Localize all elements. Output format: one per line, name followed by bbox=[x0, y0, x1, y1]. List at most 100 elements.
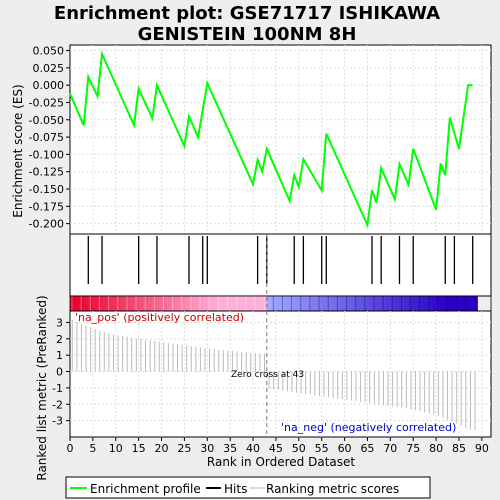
color-bar-segment bbox=[216, 296, 222, 311]
color-bar-segment bbox=[436, 296, 442, 311]
color-bar-stripe bbox=[217, 296, 219, 311]
x-tick-label: 65 bbox=[360, 442, 374, 455]
rank-y-tick-label: 1 bbox=[56, 349, 63, 362]
rank-panel bbox=[69, 310, 492, 438]
color-bar-segment bbox=[207, 296, 213, 311]
color-bar-segment bbox=[394, 296, 401, 311]
color-bar-segment bbox=[303, 296, 309, 311]
es-y-tick-label: 0.000 bbox=[33, 79, 65, 92]
legend-box bbox=[65, 476, 431, 499]
x-axis: 0 5 10 15 20 25 30 35 40 45 50 55 60 65 70 75 80 85 90 bbox=[67, 437, 489, 455]
color-bar-stripe bbox=[391, 296, 393, 311]
color-bar-stripe bbox=[474, 296, 476, 311]
color-bar-stripe bbox=[263, 296, 265, 311]
es-y-tick-label: -0.150 bbox=[29, 183, 64, 196]
color-bar-segment bbox=[298, 296, 304, 311]
color-bar-segment bbox=[234, 296, 240, 311]
x-tick-label: 35 bbox=[223, 442, 237, 455]
hits-panel bbox=[69, 233, 492, 297]
color-bar-segment bbox=[115, 296, 121, 311]
color-bar-stripe bbox=[89, 296, 91, 311]
color-bar-segment bbox=[102, 296, 108, 311]
color-bar-stripe bbox=[400, 296, 402, 311]
es-y-tick-label: -0.025 bbox=[29, 96, 64, 109]
color-bar-segment bbox=[285, 296, 291, 311]
rank-gridlines bbox=[70, 311, 491, 437]
color-bar-segment bbox=[358, 296, 364, 311]
color-bar-segment bbox=[463, 296, 469, 311]
color-bar-segment bbox=[294, 296, 300, 311]
color-bar-segment bbox=[312, 296, 318, 311]
color-bar-stripe bbox=[446, 296, 448, 311]
color-bar-segment bbox=[170, 296, 176, 311]
color-bar-stripe bbox=[272, 296, 274, 311]
color-bar-segment bbox=[426, 296, 433, 311]
color-bar-stripe bbox=[144, 296, 146, 311]
color-bar-segment bbox=[330, 296, 337, 311]
color-bar-segment bbox=[257, 296, 263, 311]
color-bar-segment bbox=[385, 296, 391, 311]
color-bar-stripe bbox=[428, 296, 430, 311]
color-bar-segment bbox=[111, 296, 117, 311]
color-bar-stripe bbox=[172, 296, 174, 311]
color-bar-segment bbox=[468, 296, 474, 311]
color-bar-segment bbox=[239, 296, 245, 311]
color-bar-segment bbox=[88, 296, 94, 311]
color-bar-stripe bbox=[80, 296, 82, 311]
color-bar-segment bbox=[124, 296, 131, 311]
color-bar-segment bbox=[431, 296, 437, 311]
rank-y-tick-label: -2 bbox=[52, 398, 63, 411]
es-y-tick-label: -0.075 bbox=[29, 131, 64, 144]
color-bar-segment bbox=[262, 296, 268, 311]
es-y-axis-label: Enrichment score (ES) bbox=[11, 84, 25, 217]
color-bar-segment bbox=[83, 296, 89, 311]
color-bar-stripe bbox=[117, 296, 119, 311]
x-tick-label: 85 bbox=[452, 442, 466, 455]
ranking-metric-bars bbox=[71, 320, 476, 431]
color-bar-segment bbox=[417, 296, 423, 311]
color-bar-segment bbox=[408, 296, 414, 311]
es-y-tick-label: -0.200 bbox=[29, 218, 64, 231]
negative-correlation-label: 'na_neg' (negatively correlated) bbox=[281, 421, 456, 434]
x-tick-label: 60 bbox=[338, 442, 352, 455]
color-bar-segment bbox=[188, 296, 195, 311]
color-bar-stripe bbox=[254, 296, 256, 311]
zero-cross-label: Zero cross at 43 bbox=[231, 370, 304, 380]
es-y-tick-label: 0.025 bbox=[33, 62, 65, 75]
x-tick-label: 0 bbox=[67, 442, 74, 455]
positive-correlation-label: 'na_pos' (positively correlated) bbox=[75, 311, 244, 324]
color-bar-segment bbox=[225, 296, 231, 311]
es-y-axis: 0.050 0.025 0.000 -0.025 -0.050 -0.075 -0.100 -… bbox=[29, 45, 70, 231]
color-bar-stripe bbox=[373, 296, 375, 311]
chart-title-line2: GENISTEIN 100NM 8H bbox=[138, 24, 357, 45]
color-bar-segment bbox=[271, 296, 277, 311]
color-bar-segment bbox=[179, 296, 186, 311]
color-bar-segment bbox=[399, 296, 405, 311]
rank-y-tick-label: -1 bbox=[52, 382, 63, 395]
x-tick-label: 15 bbox=[132, 442, 146, 455]
rank-y-tick-label: 3 bbox=[56, 316, 63, 329]
x-tick-label: 40 bbox=[246, 442, 260, 455]
color-bar-stripe bbox=[318, 296, 320, 311]
color-bar-segment bbox=[211, 296, 218, 311]
color-bar-segment bbox=[92, 296, 99, 311]
color-bar-stripe bbox=[190, 296, 192, 311]
color-bar-segment bbox=[230, 296, 236, 311]
color-bar-segment bbox=[339, 296, 346, 311]
color-bar-segment bbox=[221, 296, 227, 311]
es-y-tick-label: -0.050 bbox=[29, 114, 64, 127]
color-bar-segment bbox=[472, 296, 478, 311]
color-bar-stripe bbox=[327, 296, 329, 311]
color-bar-stripe bbox=[300, 296, 302, 311]
color-bar-segment bbox=[147, 296, 153, 311]
color-bar-segment bbox=[193, 296, 199, 311]
rank-y-tick-label: -3 bbox=[52, 415, 63, 428]
color-bar-segment bbox=[317, 296, 323, 311]
color-bar-segment bbox=[280, 296, 286, 311]
color-bar-segment bbox=[390, 296, 396, 311]
color-bar-stripe bbox=[291, 296, 293, 311]
color-bar-segment bbox=[266, 296, 272, 311]
x-tick-label: 75 bbox=[406, 442, 420, 455]
color-bar-segment bbox=[120, 296, 126, 311]
legend-hits-label: Hits bbox=[224, 482, 247, 496]
